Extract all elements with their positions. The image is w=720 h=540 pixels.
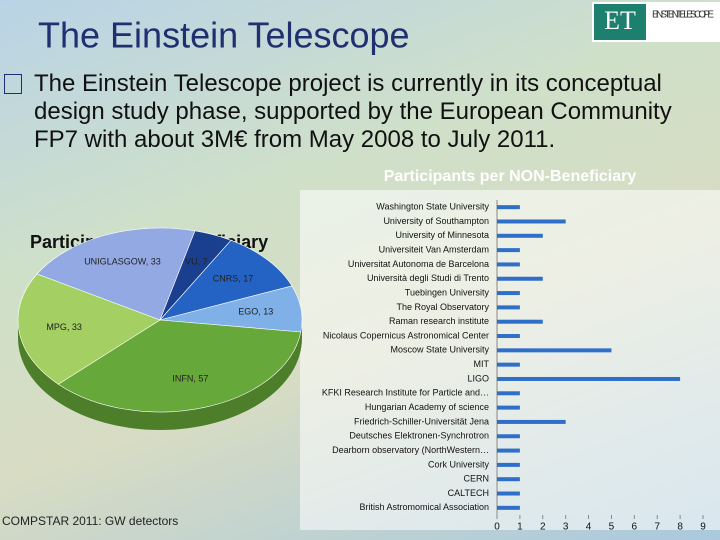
- bar-title: Participants per NON-Beneficiary: [384, 168, 637, 185]
- bar: [497, 205, 520, 210]
- bar: [497, 219, 566, 224]
- slide-title: The Einstein Telescope: [38, 15, 410, 56]
- y-tick-label: Universitat Autonoma de Barcelona: [348, 259, 489, 269]
- bar: [497, 291, 520, 296]
- y-tick-label: Università degli Studi di Trento: [367, 273, 489, 283]
- y-tick-label: Deutsches Elektronen-Synchrotron: [349, 431, 489, 441]
- bar: [497, 448, 520, 453]
- y-tick-label: Tuebingen University: [405, 287, 490, 297]
- x-tick-label: 2: [540, 522, 546, 533]
- y-tick-label: Cork University: [428, 459, 490, 469]
- bar: [497, 477, 520, 482]
- pie-label: INFN, 57: [172, 374, 208, 384]
- x-tick-label: 9: [700, 522, 706, 533]
- logo-box: [594, 4, 646, 40]
- bar: [497, 391, 520, 396]
- x-tick-label: 4: [586, 522, 592, 533]
- pie-label: EGO, 13: [238, 307, 273, 317]
- y-tick-label: Friedrich-Schiller-Universität Jena: [354, 416, 489, 426]
- pie-label: UNIGLASGOW, 33: [84, 257, 161, 267]
- bar: [497, 276, 543, 281]
- bar: [497, 305, 520, 310]
- pie-label: CNRS, 17: [213, 273, 254, 283]
- bar: [497, 491, 520, 496]
- bar: [497, 505, 520, 510]
- logo-text: EINSTEIN TELESCOPE: [652, 10, 714, 21]
- bar: [497, 248, 520, 253]
- pie-slice: [57, 319, 302, 413]
- bullet-text: The Einstein Telescope project is curren…: [34, 70, 672, 153]
- y-tick-label: Moscow State University: [390, 345, 489, 355]
- bar: [497, 334, 520, 339]
- x-tick-label: 7: [654, 522, 660, 533]
- bar: [497, 462, 520, 467]
- y-tick-label: University of Southampton: [383, 216, 489, 226]
- x-tick-label: 0: [494, 522, 500, 533]
- pie-label: MPG, 33: [46, 322, 82, 332]
- bar: [497, 376, 681, 381]
- footer: COMPSTAR 2011: GW detectors: [2, 514, 178, 528]
- bar: [497, 262, 520, 267]
- x-tick-label: 5: [609, 522, 615, 533]
- bullet-marker: [4, 74, 22, 94]
- y-tick-label: Universiteit Van Amsterdam: [379, 244, 489, 254]
- y-tick-label: The Royal Observatory: [396, 302, 489, 312]
- y-tick-label: Raman research institute: [389, 316, 489, 326]
- bar: [497, 319, 543, 324]
- y-tick-label: Washington State University: [376, 202, 489, 212]
- bar: [497, 405, 520, 410]
- bar: [497, 348, 612, 353]
- y-tick-label: MIT: [474, 359, 490, 369]
- x-tick-label: 6: [632, 522, 638, 533]
- y-tick-label: Hungarian Academy of science: [365, 402, 489, 412]
- logo-mark: ET: [604, 6, 636, 35]
- pie-slice: [17, 273, 161, 385]
- pie-slice: [159, 239, 293, 321]
- pie-label: VU, 7: [185, 256, 208, 266]
- y-tick-label: CERN: [463, 474, 489, 484]
- bar: [497, 233, 543, 238]
- bar: [497, 362, 520, 367]
- y-tick-label: Nicolaus Copernicus Astronomical Center: [323, 330, 489, 340]
- bar-panel: [300, 190, 720, 530]
- bar: [497, 419, 566, 424]
- y-tick-label: University of Minnesota: [395, 230, 489, 240]
- y-tick-label: KFKI Research Institute for Particle and…: [322, 388, 489, 398]
- y-tick-label: LIGO: [467, 373, 489, 383]
- x-tick-label: 1: [517, 522, 523, 533]
- pie-slice: [36, 227, 196, 321]
- x-tick-label: 3: [563, 522, 569, 533]
- bar: [497, 434, 520, 439]
- y-tick-label: CALTECH: [448, 488, 489, 498]
- y-tick-label: British Astromomical Association: [359, 502, 489, 512]
- x-tick-label: 8: [677, 522, 683, 533]
- y-tick-label: Dearborn observatory (NorthWestern…: [332, 445, 489, 455]
